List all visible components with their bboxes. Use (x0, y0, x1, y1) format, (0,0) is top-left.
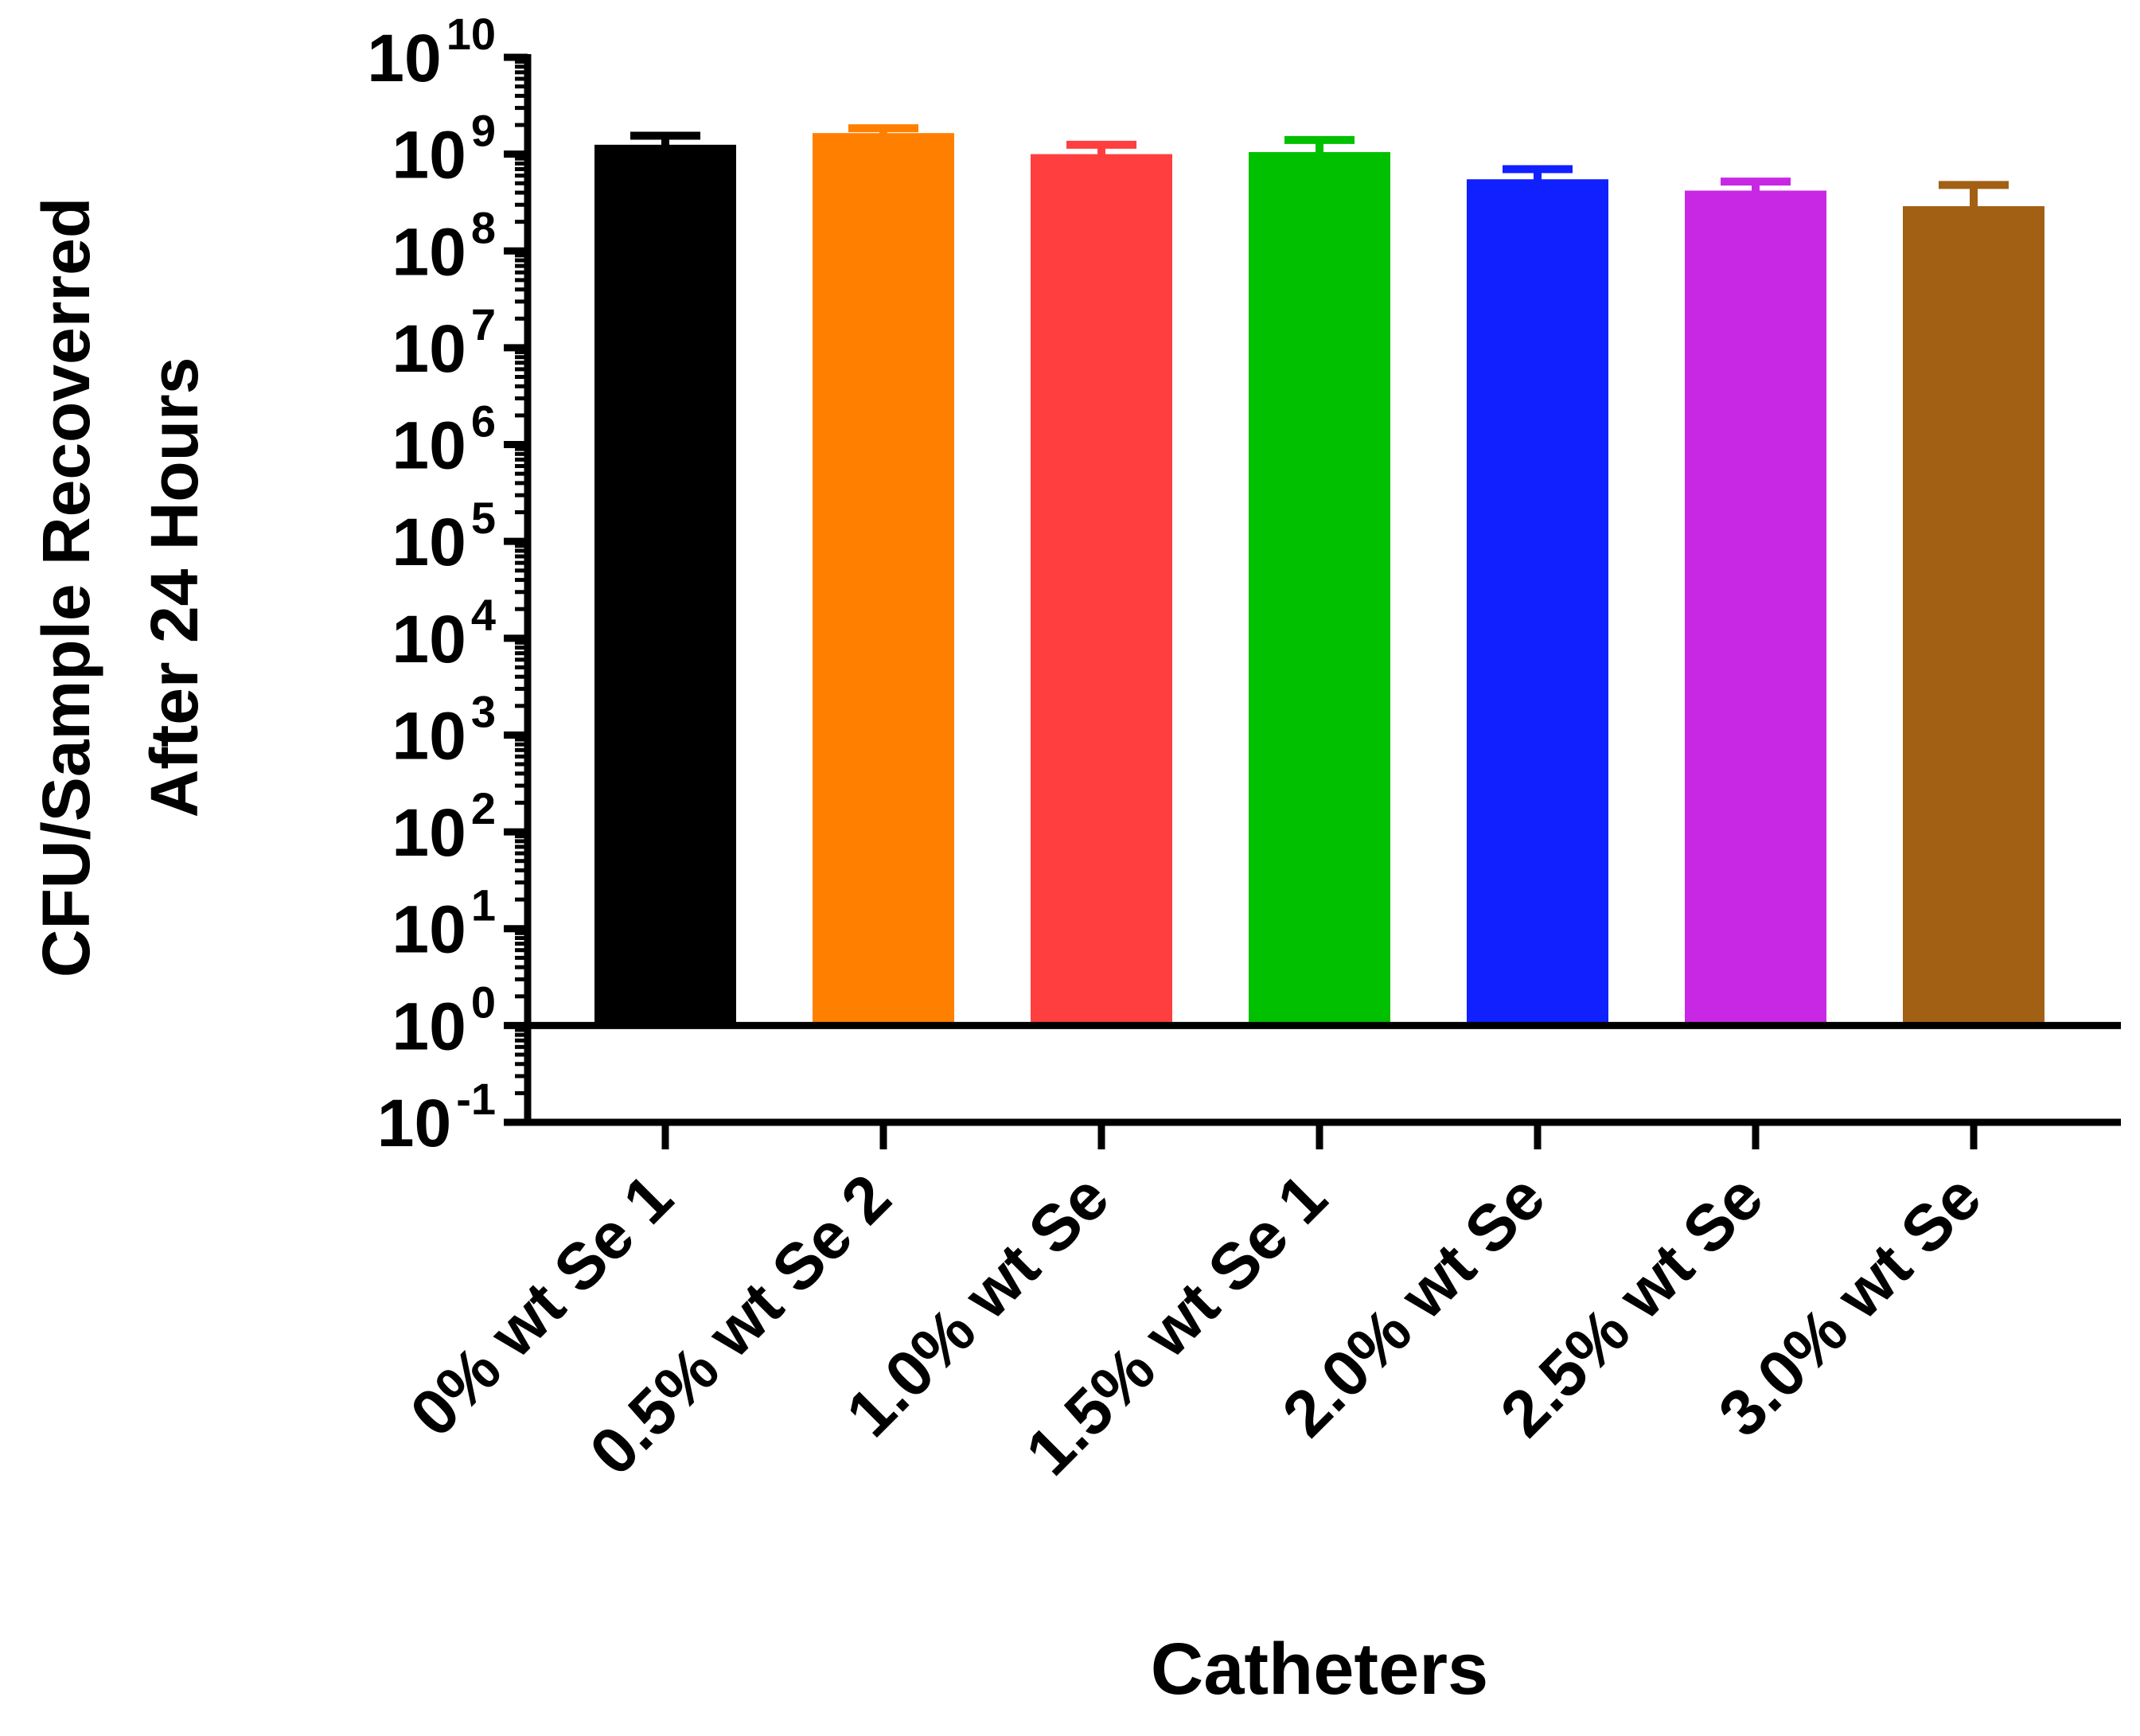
y-tick-label-7: 10 4 (392, 590, 496, 677)
bar-5 (1467, 179, 1608, 1026)
y-tick-label-10: 10 1 (392, 880, 496, 967)
y-tick-label-12: 10 -1 (377, 1074, 496, 1161)
x-tick-labels: 0% wt Se 10.5% wt Se 21.0% wt Se1.5% wt … (397, 1161, 1995, 1488)
y-tick-label-11: 10 0 (392, 977, 496, 1063)
y-tick-label-2: 10 9 (392, 106, 496, 193)
bar-3 (1031, 154, 1172, 1026)
y-tick-label-8: 10 3 (392, 686, 496, 773)
bar-1 (594, 144, 736, 1026)
y-axis-title-line1: CFU/Sample Recoverred (29, 197, 103, 977)
error-bars-layer (630, 124, 2009, 209)
bar-2 (813, 133, 954, 1026)
bar-4 (1249, 152, 1390, 1026)
y-axis-title-line2: After 24 Hours (137, 357, 212, 818)
y-tick-label-4: 10 7 (392, 299, 496, 386)
y-tick-label-1: 10 10 (367, 9, 496, 96)
y-tick-label-5: 10 6 (392, 396, 496, 483)
x-axis-title: Catheters (1151, 1629, 1488, 1710)
axes-layer (504, 53, 2121, 1149)
y-tick-label-3: 10 8 (392, 202, 496, 289)
bar-7 (1903, 206, 2044, 1026)
y-tick-label-9: 10 2 (392, 783, 496, 870)
y-tick-label-6: 10 5 (392, 493, 496, 579)
bars-layer (594, 133, 2044, 1026)
bar-6 (1685, 190, 1826, 1026)
